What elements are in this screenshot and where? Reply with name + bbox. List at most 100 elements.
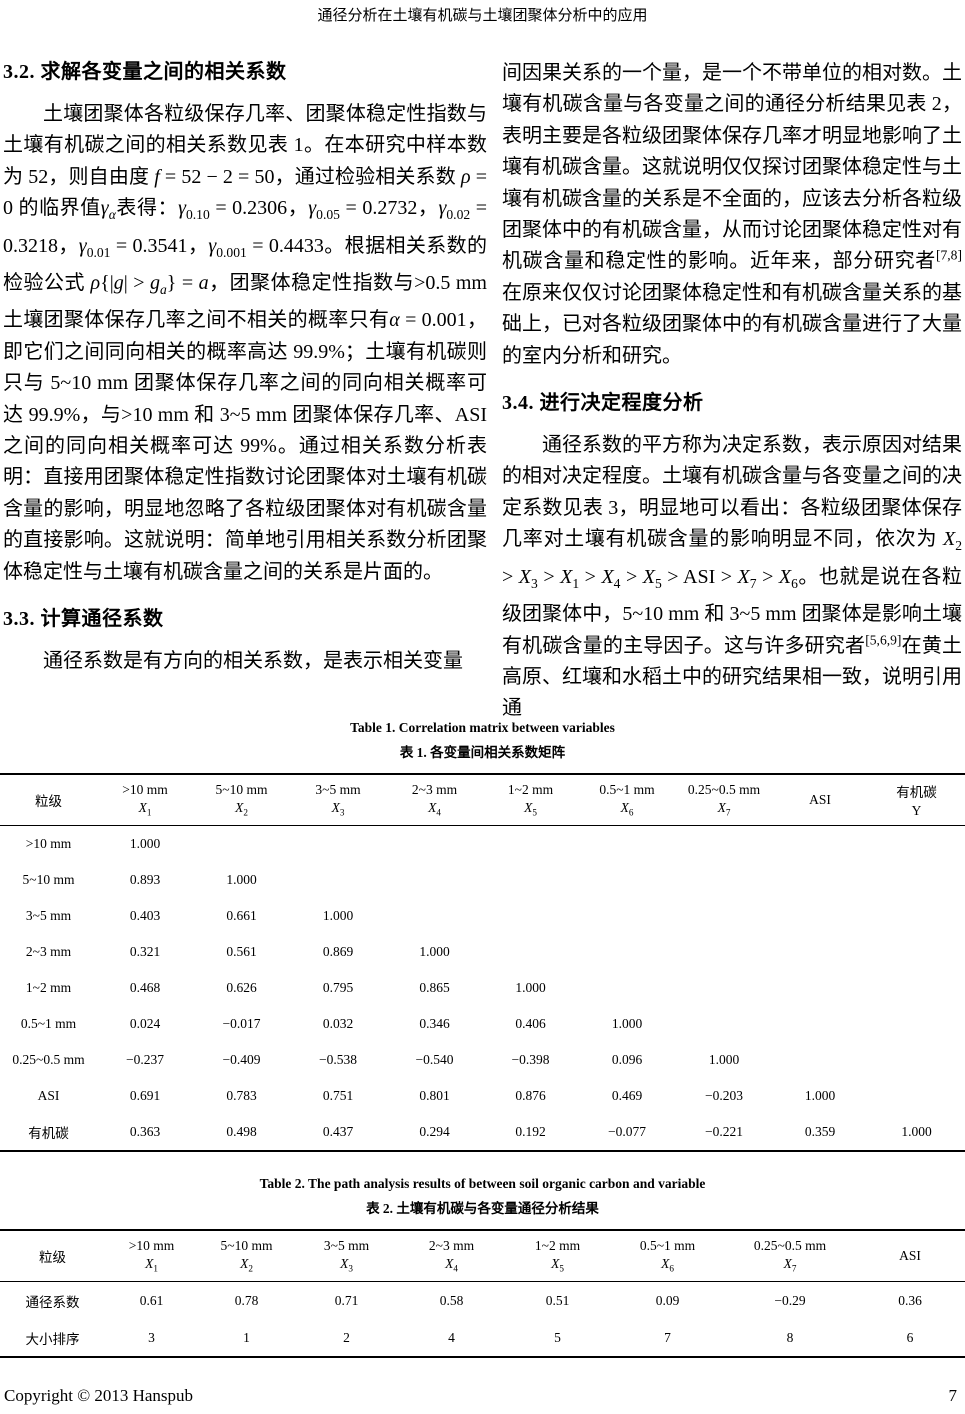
table-cell	[386, 898, 483, 934]
column-header: 0.25~0.5 mm X7	[676, 774, 772, 826]
table-cell: 0.78	[234, 1292, 259, 1308]
table-row: 通径系数 0.61 0.78 0.71 0.58 0.51 0.09 −0.29 0.36	[0, 1282, 965, 1320]
table2-caption-chinese: 表 2. 土壤有机碳与各变量通径分析结果	[366, 1201, 599, 1216]
table-cell	[483, 934, 578, 970]
table-cell: 1.000	[419, 944, 450, 959]
column-header: 3~5 mm X3	[290, 774, 386, 826]
table-cell: −0.077	[608, 1124, 646, 1139]
column-header: 2~3 mm X4	[398, 1230, 505, 1282]
table-cell: 1.000	[804, 1088, 836, 1103]
section-heading-3-2: 3.2. 求解各变量之间的相关系数	[3, 61, 287, 83]
table-row: >10 mm 1.000	[0, 826, 965, 863]
row-label: 通径系数	[25, 1294, 80, 1310]
table-cell: 1	[243, 1329, 250, 1345]
table-cell: −0.203	[705, 1088, 743, 1103]
table-cell: 1.000	[129, 836, 161, 851]
table-cell	[676, 934, 772, 970]
row-label: 大小排序	[25, 1331, 80, 1347]
table-cell: −0.540	[415, 1052, 454, 1067]
table-cell	[676, 826, 772, 863]
table-cell	[578, 970, 676, 1006]
table-cell: 4	[448, 1329, 455, 1345]
row-label: 0.5~1 mm	[20, 1016, 77, 1031]
table-row: 1~2 mm 0.468 0.626 0.795 0.865 1.000	[0, 970, 965, 1006]
paragraph-3-3: 通径系数是有方向的相关系数，是表示相关变量	[43, 650, 463, 673]
table-cell: 3	[148, 1329, 155, 1345]
column-header: 5~10 mm X2	[198, 1230, 295, 1282]
row-label: 1~2 mm	[25, 980, 72, 995]
table-cell: 0.561	[226, 944, 257, 959]
table-cell	[868, 862, 965, 898]
table-cell: 0.61	[139, 1292, 164, 1308]
table-cell: 0.783	[226, 1088, 257, 1103]
table-cell	[676, 862, 772, 898]
row-label: 3~5 mm	[25, 908, 72, 923]
table-row: 2~3 mm 0.321 0.561 0.869 1.000	[0, 934, 965, 970]
table-cell: 6	[906, 1329, 914, 1345]
paragraph-3-4: 通径系数的平方称为决定系数，表示原因对结果的相对决定程度。土壤有机碳含量与各变量…	[502, 434, 962, 720]
row-label: 2~3 mm	[25, 944, 72, 959]
row-label: 0.25~0.5 mm	[12, 1052, 85, 1067]
table-cell: 8	[786, 1329, 794, 1345]
table-cell: 0.468	[129, 980, 161, 995]
column-header: ASI	[855, 1230, 965, 1282]
table-cell	[772, 862, 868, 898]
table-cell	[290, 826, 386, 863]
table-cell	[868, 826, 965, 863]
table-cell: 0.437	[322, 1124, 354, 1139]
table1-caption-chinese: 表 1. 各变量间相关系数矩阵	[399, 745, 566, 760]
table-cell	[868, 1006, 965, 1042]
row-label: 5~10 mm	[22, 872, 75, 887]
table-cell: 0.321	[129, 944, 161, 959]
row-label: 有机碳	[28, 1126, 69, 1141]
table-cell	[772, 826, 868, 863]
table-cell: 0.58	[439, 1292, 464, 1308]
table-cell: 0.869	[322, 944, 354, 959]
table-cell: 0.359	[804, 1124, 836, 1139]
column-header: >10 mm X1	[97, 774, 193, 826]
table2-path-analysis: 粒级 >10 mm X1 5~10 mm X2 3~5 mm X3 2~3 mm X4 1~2 m…	[0, 1229, 965, 1358]
column-header: 5~10 mm X2	[193, 774, 290, 826]
right-column: 间因果关系的一个量，是一个不带单位的相对数。土壤有机碳含量与各变量之间的通径分析…	[502, 58, 962, 722]
table-cell: 0.363	[129, 1124, 161, 1139]
table-cell: 0.406	[515, 1016, 546, 1031]
running-head-title: 通径分析在土壤有机碳与土壤团聚体分析中的应用	[317, 8, 648, 24]
table-cell	[772, 934, 868, 970]
table-cell: −0.221	[705, 1124, 743, 1139]
table-row: ASI 0.691 0.783 0.751 0.801 0.876 0.469 −0.203 1…	[0, 1078, 965, 1114]
column-header: 2~3 mm X4	[386, 774, 483, 826]
table-cell: 2	[343, 1329, 350, 1345]
table-cell	[578, 826, 676, 863]
table-cell: 0.751	[322, 1088, 354, 1103]
table-cell	[868, 934, 965, 970]
table-cell: −0.409	[222, 1052, 261, 1067]
table-cell: 0.795	[322, 980, 354, 995]
table-cell: 0.09	[655, 1292, 680, 1308]
column-header: 0.5~1 mm X6	[578, 774, 676, 826]
table1-block: Table 1. Correlation matrix between vari…	[0, 720, 965, 1152]
table-row: 5~10 mm 0.893 1.000	[0, 862, 965, 898]
column-header-label: 粒级	[0, 774, 97, 826]
table-cell	[676, 970, 772, 1006]
table1-caption-english: Table 1. Correlation matrix between vari…	[350, 720, 615, 735]
table-cell: 0.346	[419, 1016, 450, 1031]
column-header: >10 mm X1	[105, 1230, 198, 1282]
column-header: 0.25~0.5 mm X7	[725, 1230, 855, 1282]
table-cell: 0.626	[226, 980, 257, 995]
table-cell: 0.403	[129, 908, 161, 923]
table-cell	[772, 970, 868, 1006]
left-column: 3.2. 求解各变量之间的相关系数 土壤团聚体各粒级保存几率、团聚体稳定性指数与…	[3, 58, 487, 722]
table-cell: −0.538	[319, 1052, 357, 1067]
two-column-body: 3.2. 求解各变量之间的相关系数 土壤团聚体各粒级保存几率、团聚体稳定性指数与…	[3, 58, 962, 722]
column-header-label: 粒级	[0, 1230, 105, 1282]
table-cell: −0.29	[774, 1292, 806, 1308]
table2-block: Table 2. The path analysis results of be…	[0, 1176, 965, 1358]
table-cell	[772, 1042, 868, 1078]
table-cell: −0.398	[511, 1052, 550, 1067]
table-cell: 0.36	[898, 1292, 922, 1308]
table-cell	[386, 826, 483, 863]
table-cell	[578, 862, 676, 898]
table-cell: 0.024	[129, 1016, 161, 1031]
table-cell	[772, 898, 868, 934]
